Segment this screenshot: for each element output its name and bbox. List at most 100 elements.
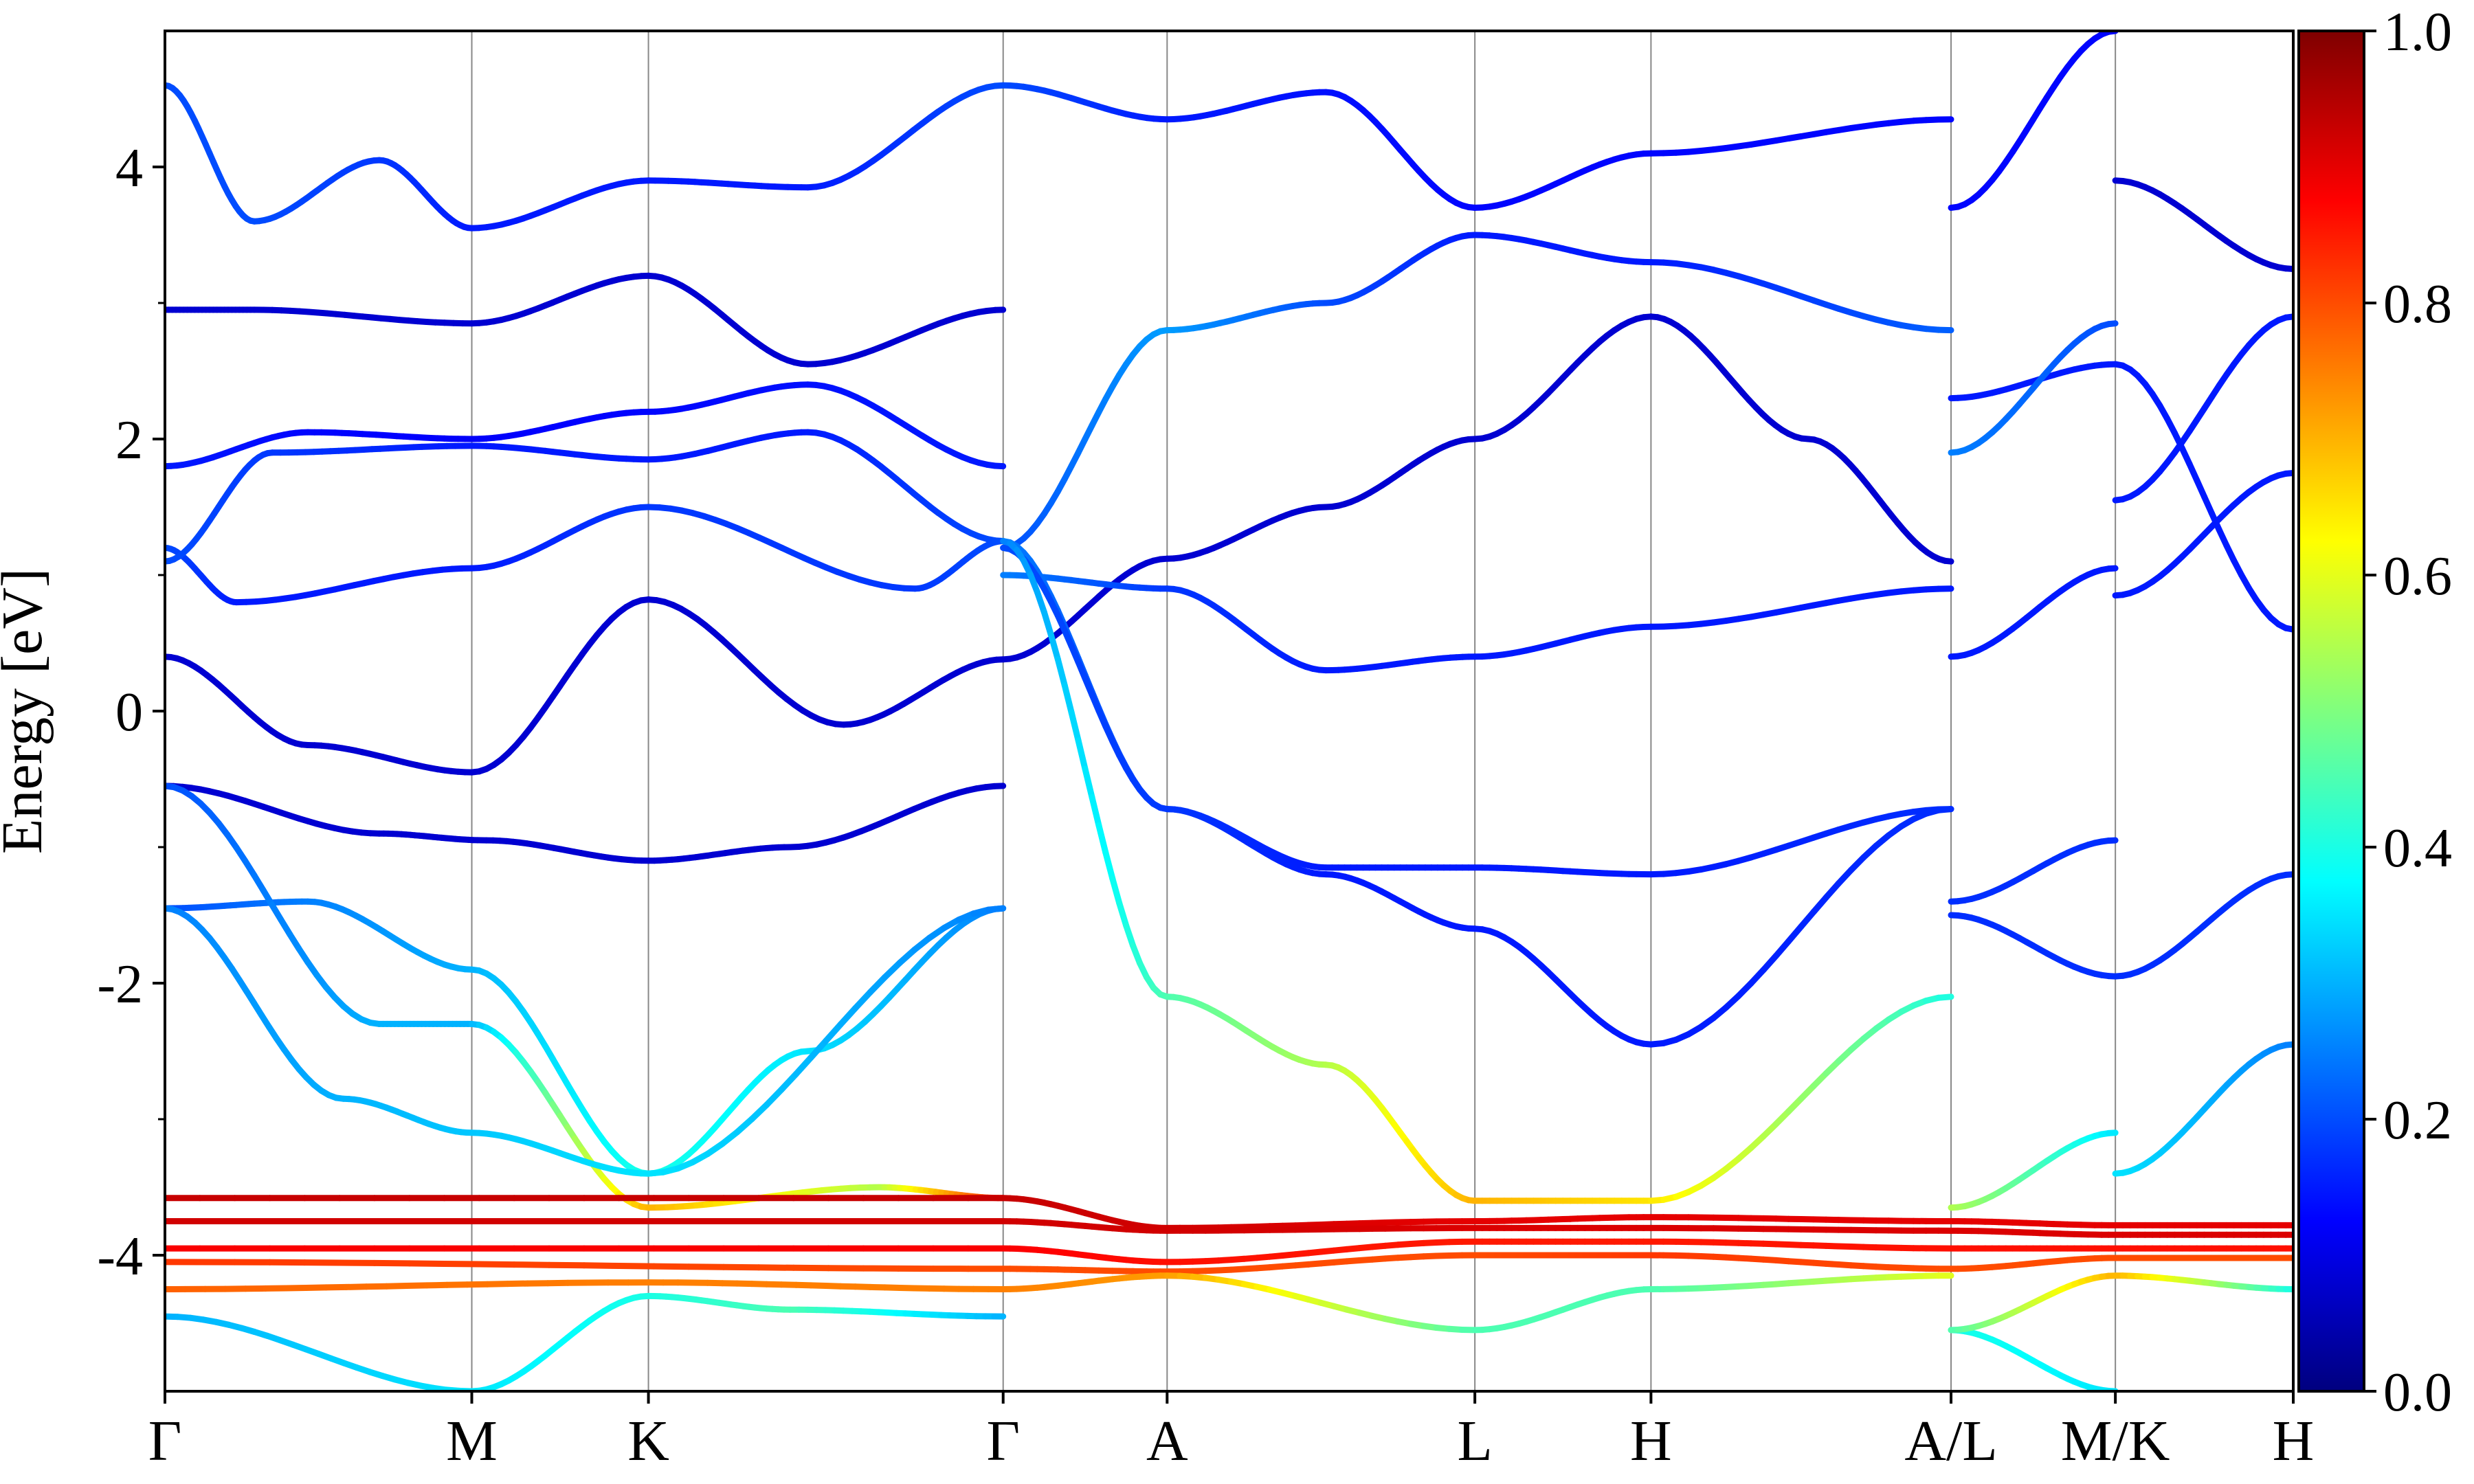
y-tick-label: -4 [97, 1226, 143, 1287]
y-axis: 4 2 0 -2 -4 [97, 138, 165, 1287]
band-segment [323, 1283, 350, 1291]
x-tick-label: H [2273, 1409, 2315, 1473]
band-segment [852, 989, 873, 1011]
band-21 [1000, 544, 1954, 1048]
band-segment [807, 1037, 829, 1061]
band-segment [363, 1283, 390, 1290]
band-segment [734, 1116, 755, 1136]
band-segment [1772, 938, 1792, 959]
band-23 [1000, 82, 1954, 211]
colorbar-tick-label: 0.6 [2383, 546, 2452, 607]
band-segment [778, 1070, 800, 1093]
x-tick-label: H [1630, 1409, 1672, 1473]
band-segment [476, 1261, 517, 1268]
band-26 [1948, 1129, 2119, 1211]
band-segment [546, 1261, 588, 1269]
colorbar-tick-label: 0.4 [2383, 818, 2452, 879]
band-lines [165, 31, 2293, 1391]
y-tick-label: 0 [115, 682, 143, 743]
colorbar: 0.0 0.2 0.4 0.6 0.8 1.0 [2297, 2, 2452, 1423]
band-segment [343, 1283, 370, 1290]
band-25 [1948, 1272, 2293, 1334]
y-tick-label: 2 [115, 410, 143, 471]
band-3 [165, 504, 1007, 606]
band-segment [896, 946, 918, 966]
band-segment [1798, 909, 1817, 930]
x-tick-label: Γ [986, 1409, 1020, 1473]
band-segment [1089, 794, 1102, 829]
band-10 [165, 905, 1007, 1177]
band-segment [764, 1086, 785, 1108]
x-tick-label: K [627, 1409, 669, 1473]
colorbar-tick-label: 0.2 [2383, 1090, 2452, 1151]
band-segment [1785, 923, 1805, 945]
band-17 [1000, 232, 1954, 551]
band-28 [1948, 871, 2293, 980]
band-segment [616, 1263, 657, 1270]
band-segment [1760, 952, 1779, 974]
y-tick-label: -2 [97, 954, 143, 1015]
band-segment [1047, 631, 1061, 662]
y-tick-label: 4 [115, 138, 143, 199]
band-segment [403, 1282, 430, 1289]
high-symmetry-lines [471, 31, 2117, 1391]
band-30 [1948, 565, 2119, 660]
band-segment [1068, 709, 1082, 744]
band-29 [1948, 837, 2119, 905]
band-segment [985, 905, 1007, 913]
band-segment [793, 1054, 814, 1077]
band-segment [464, 1281, 491, 1288]
band-segment [882, 960, 903, 980]
band-11 [165, 1195, 2293, 1231]
band-segment [1075, 737, 1089, 772]
band-15 [165, 1272, 1954, 1334]
band-segment [1130, 942, 1143, 967]
band-segment [1116, 899, 1130, 929]
colorbar-tick-label: 0.8 [2383, 274, 2452, 335]
band-segment [2105, 837, 2119, 844]
band-segment [748, 1101, 770, 1123]
band-segment [406, 1260, 448, 1267]
band-segment [1027, 572, 1040, 596]
colorbar-tick-label: 0.0 [2383, 1362, 2452, 1423]
colorbar-tick-label: 1.0 [2383, 2, 2452, 63]
band-27 [2112, 1041, 2293, 1177]
band-36 [2112, 177, 2293, 272]
x-tick-label: A [1146, 1409, 1188, 1473]
band-5 [165, 381, 1007, 470]
band-12 [165, 1218, 2293, 1238]
x-axis: Γ M K Γ A L H A/L M/K H [148, 1391, 2315, 1473]
band-segment [1040, 609, 1054, 638]
band-segment [2105, 565, 2119, 572]
band-8 [165, 898, 1007, 1177]
band-4 [165, 429, 1007, 565]
band-segment [1935, 993, 1954, 1001]
band-segment [837, 1004, 859, 1028]
band-segment [719, 1129, 741, 1147]
band-segment [1935, 806, 1954, 813]
x-tick-label: L [1457, 1409, 1492, 1473]
band-segment [1061, 682, 1075, 716]
band-segment [441, 1261, 482, 1268]
band-segment [504, 1280, 531, 1288]
band-segment [1054, 656, 1068, 688]
colorbar-gradient [2297, 30, 2365, 1393]
band-segment [823, 1021, 844, 1044]
band-segment [1102, 849, 1116, 882]
band-segment [720, 1263, 762, 1271]
band-segment [991, 783, 1007, 789]
band-segment [867, 974, 889, 996]
band-14 [165, 1252, 2293, 1275]
x-tick-label: Γ [148, 1409, 182, 1473]
band-segment [2105, 1129, 2119, 1136]
band-segment [282, 1285, 309, 1292]
y-axis-title: Energy [eV] [0, 568, 54, 854]
x-tick-label: M [446, 1409, 498, 1473]
x-tick-label: A/L [1904, 1409, 1997, 1473]
band-22 [1000, 538, 1954, 1204]
band-segment [651, 1263, 692, 1270]
band-19 [1000, 572, 1954, 674]
band-34 [2112, 313, 2293, 504]
band-segment [1810, 894, 1829, 915]
